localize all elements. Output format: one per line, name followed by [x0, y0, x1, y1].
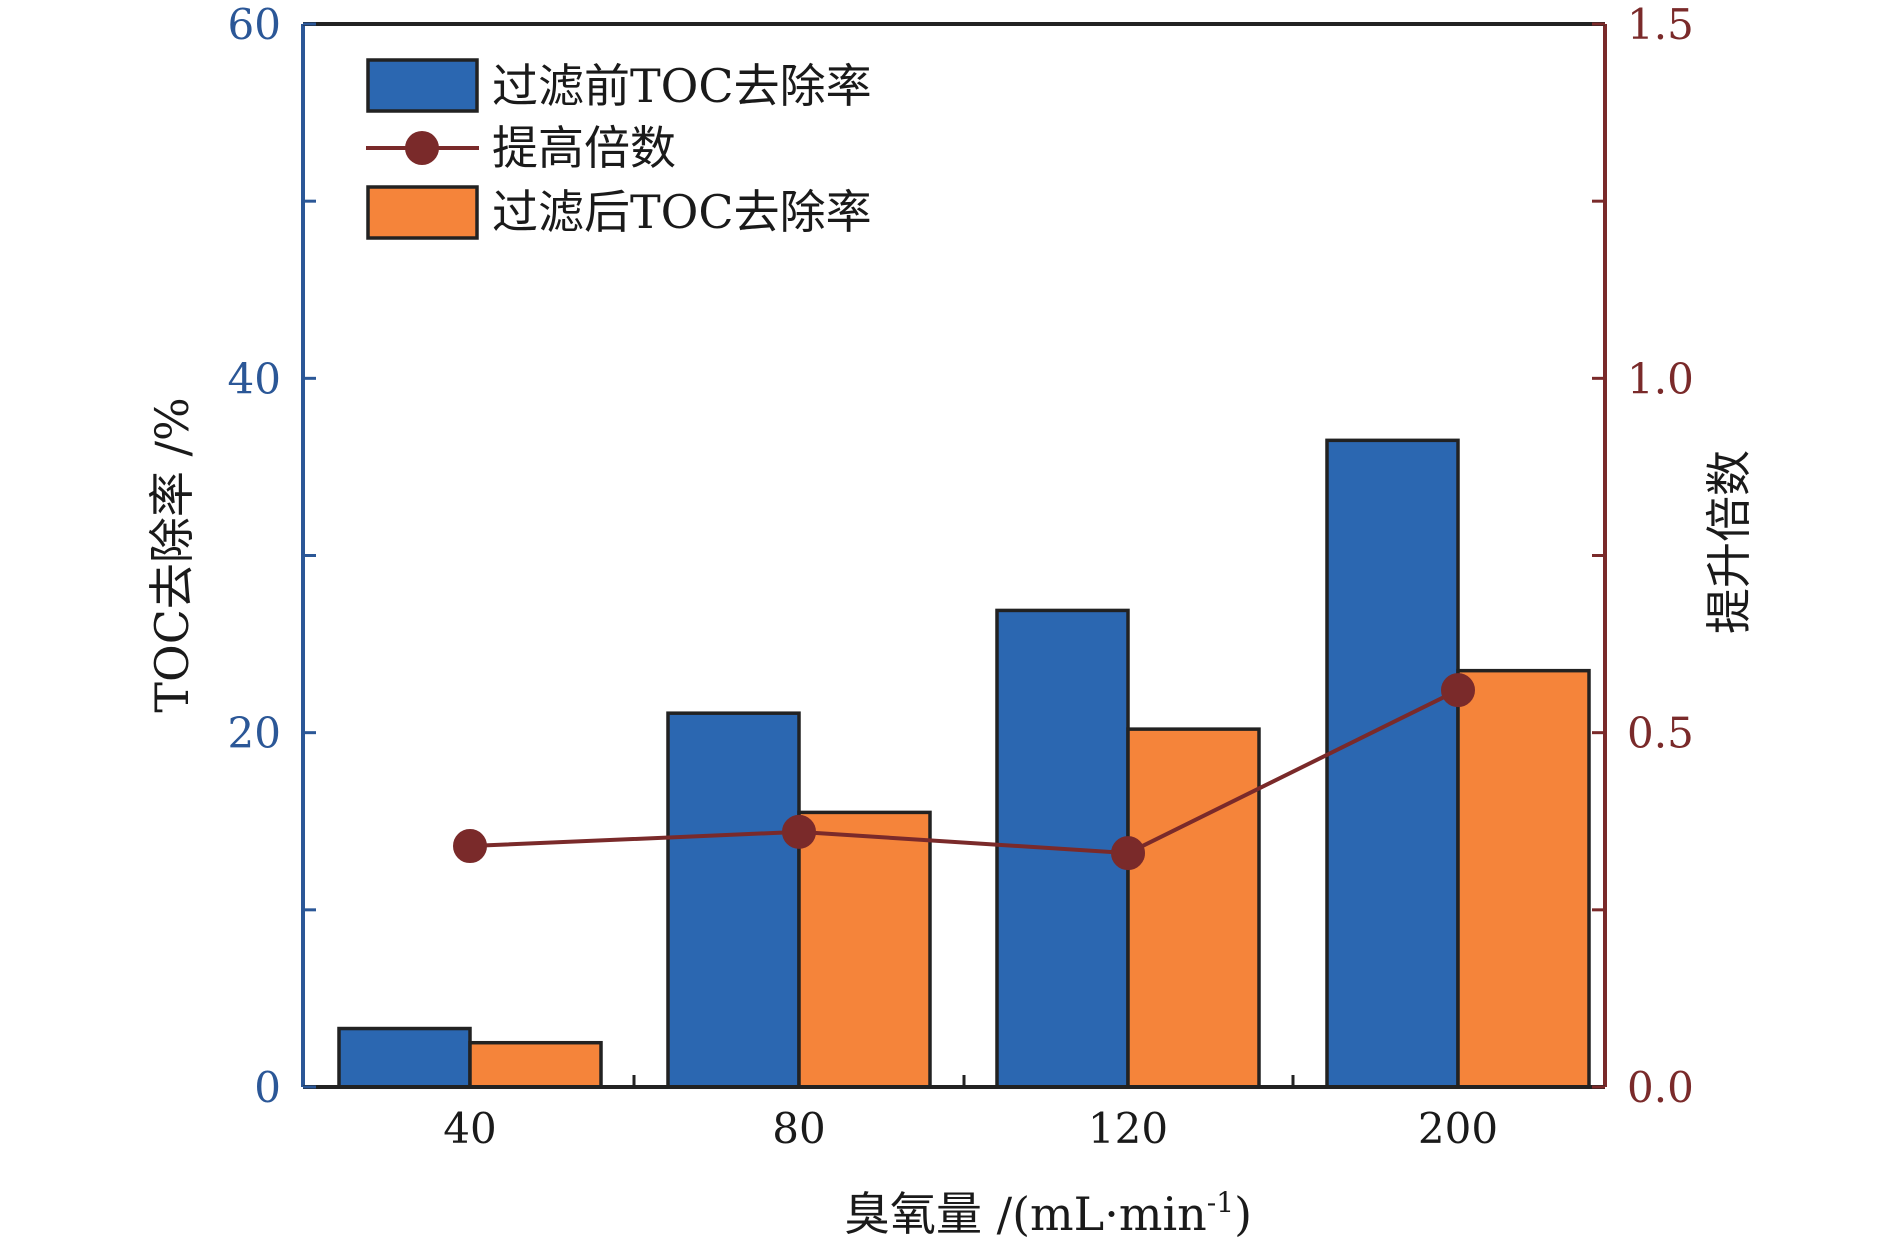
legend-swatch-0 — [366, 58, 479, 113]
bar-s1-1 — [797, 810, 932, 1089]
x-axis-title-main: 臭氧量 /(mL·min — [844, 1187, 1207, 1241]
legend-label-2: 提高倍数 — [492, 121, 676, 175]
legend-swatch-1 — [366, 185, 479, 240]
legend-label-0: 过滤前TOC去除率 — [492, 59, 872, 113]
right-tick-label-0: 0.0 — [1627, 1063, 1694, 1112]
right-tick-label-3: 1.5 — [1627, 0, 1694, 49]
bar-s1-3 — [1456, 668, 1591, 1089]
line-series-2 — [469, 688, 1459, 856]
right-tick-label-1: 0.5 — [1627, 709, 1694, 758]
x-axis-title: 臭氧量 /(mL·min-1) — [844, 1186, 1252, 1241]
left-tick-label-1: 20 — [228, 709, 281, 758]
point-s2-2 — [1111, 836, 1145, 871]
bar-s1-0 — [468, 1040, 603, 1089]
point-s2-0 — [453, 829, 487, 864]
bar-s0-0 — [337, 1026, 472, 1089]
left-tick-label-3: 60 — [228, 0, 281, 49]
point-s2-1 — [782, 814, 816, 849]
x-axis-title-tail: ) — [1234, 1187, 1252, 1241]
left-tick-label-0: 0 — [254, 1063, 281, 1112]
bar-s0-3 — [1325, 438, 1460, 1089]
x-tick-label-1: 80 — [772, 1104, 825, 1153]
axes-layer — [301, 22, 1607, 1089]
labels-layer: 0 20 40 60 0.0 0.5 1.0 1.5 40 80 120 200 臭氧量 /(mL·mi… — [145, 0, 1756, 1241]
legend-marker-2 — [405, 131, 439, 165]
x-tick-label-2: 120 — [1088, 1104, 1168, 1153]
right-tick-label-2: 1.0 — [1627, 354, 1694, 403]
y2-axis-title: 提升倍数 — [1702, 450, 1756, 634]
bar-s1-2 — [1126, 727, 1261, 1089]
left-tick-label-2: 40 — [228, 354, 281, 403]
point-s2-3 — [1441, 673, 1475, 708]
y-axis-title: TOC去除率 /% — [145, 397, 199, 712]
legend-label-1: 过滤后TOC去除率 — [492, 185, 872, 239]
bars-layer — [337, 438, 1591, 1089]
x-tick-label-0: 40 — [443, 1104, 496, 1153]
x-tick-label-3: 200 — [1418, 1104, 1498, 1153]
bar-s0-1 — [666, 711, 801, 1089]
line-layer — [453, 673, 1475, 871]
x-axis-title-sup: -1 — [1207, 1186, 1234, 1219]
